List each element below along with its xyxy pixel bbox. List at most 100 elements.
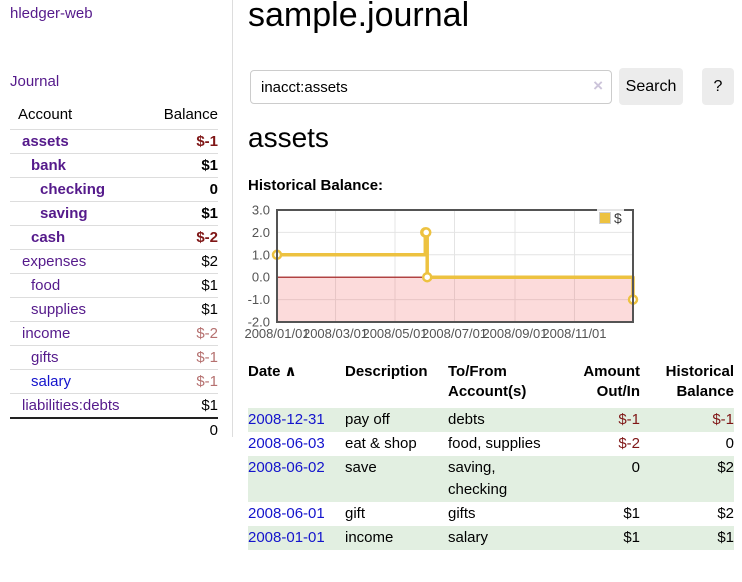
account-link[interactable]: bank [31, 157, 67, 174]
register-accounts: gifts [448, 505, 476, 522]
account-row: assets $-1 [10, 129, 218, 154]
account-balance: $1 [149, 273, 218, 298]
account-link[interactable]: expenses [22, 253, 87, 270]
account-balance: $-2 [149, 225, 218, 250]
register-amount: $1 [623, 505, 640, 522]
account-balance: $1 [149, 393, 218, 418]
register-header-row: Date ∧ Description To/From Account(s) Amo… [248, 356, 734, 408]
account-link[interactable]: checking [40, 181, 106, 198]
search-input[interactable] [250, 70, 612, 104]
register-amount: 0 [560, 456, 640, 502]
account-balance: $1 [149, 153, 218, 178]
accounts-total-balance: 0 [149, 417, 218, 442]
sidebar: hledger-web Journal Account Balance asse… [0, 0, 233, 442]
account-link[interactable]: food [31, 277, 61, 294]
register-balance: $2 [640, 456, 734, 502]
y-axis-tick-label: 2.0 [252, 225, 270, 240]
search-button[interactable]: Search [619, 68, 683, 105]
account-row: liabilities:debts $1 [10, 393, 218, 418]
y-axis-tick-label: -2.0 [248, 315, 270, 330]
account-balance: $-2 [149, 321, 218, 346]
register-row: 2008-01-01 income salary $1 $1 [248, 526, 734, 550]
register-header-accounts[interactable]: To/From Account(s) [448, 363, 527, 400]
accounts-table: Account Balance assets $-1 bank $1 checking 0… [10, 103, 218, 442]
register-table: Date ∧ Description To/From Account(s) Amo… [248, 356, 734, 550]
register-date-link[interactable]: 2008-06-03 [248, 435, 325, 452]
account-balance: $-1 [149, 129, 218, 154]
chart-canvas: 3.0 2.0 1.0 0.0 -1.0 -2.02008/01/012008/03/01… [244, 203, 639, 341]
accounts-header-account: Account [18, 106, 73, 123]
account-link[interactable]: cash [31, 229, 66, 246]
register-header-amount[interactable]: Amount Out/In [583, 363, 640, 400]
account-balance: 0 [149, 177, 218, 202]
y-axis-tick-label: 1.0 [252, 247, 270, 262]
historical-balance-chart: 3.0 2.0 1.0 0.0 -1.0 -2.0 2008/01/01 2008/03/01… [244, 202, 742, 344]
account-link[interactable]: supplies [31, 301, 87, 318]
account-balance: $2 [149, 249, 218, 274]
register-header-description[interactable]: Description [345, 363, 428, 380]
register-balance: $1 [640, 526, 734, 550]
account-link[interactable]: gifts [31, 349, 59, 366]
register-date-link[interactable]: 2008-01-01 [248, 529, 325, 546]
x-axis-tick-label: 2008/03/01 [303, 326, 368, 341]
register-row: 2008-12-31 pay off debts $-1 $-1 [248, 408, 734, 432]
register-amount: $1 [560, 526, 640, 550]
sort-ascending-icon: ∧ [284, 363, 297, 380]
x-axis-tick-label: 2008/07/01 [422, 326, 487, 341]
account-row: income $-2 [10, 321, 218, 346]
register-row: 2008-06-03 eat & shop food, supplies $-2 0 [248, 432, 734, 456]
data-point-marker [421, 271, 433, 283]
search-form: × Search ? [248, 68, 742, 106]
sidebar-item-journal[interactable]: Journal [10, 73, 60, 90]
register-date-link[interactable]: 2008-12-31 [248, 411, 325, 428]
accounts-total-row: 0 [10, 417, 218, 442]
register-accounts: debts [448, 408, 560, 432]
account-balance: $1 [149, 297, 218, 322]
account-row: food $1 [10, 273, 218, 298]
register-balance: $-1 [640, 408, 734, 432]
register-description: income [345, 526, 448, 550]
y-axis-tick-label: -1.0 [248, 292, 270, 307]
register-accounts: food, supplies [448, 435, 541, 452]
x-axis-tick-label: 2008/01/01 [244, 326, 309, 341]
register-accounts: saving, checking [448, 456, 560, 502]
register-description: save [345, 456, 448, 502]
x-axis-tick-label: 2008/11/01 [542, 326, 606, 341]
account-heading: assets [248, 122, 329, 153]
register-row: 2008-06-02 save saving, checking 0 $2 [248, 456, 734, 502]
account-row: bank $1 [10, 153, 218, 178]
register-description: eat & shop [345, 435, 417, 452]
account-row: salary $-1 [10, 369, 218, 394]
y-axis-tick-label: 0.0 [252, 270, 270, 285]
y-axis-tick-label: 3.0 [252, 203, 270, 218]
account-link[interactable]: saving [40, 205, 88, 222]
data-point-marker [420, 227, 432, 238]
account-link[interactable]: salary [31, 373, 72, 390]
register-date-link[interactable]: 2008-06-01 [248, 505, 325, 522]
clear-search-icon[interactable]: × [593, 76, 603, 95]
register-description: pay off [345, 408, 448, 432]
register-header-date[interactable]: Date ∧ [248, 363, 297, 380]
accounts-header-row: Account Balance [10, 103, 218, 130]
register-amount: $-1 [560, 408, 640, 432]
account-row: expenses $2 [10, 249, 218, 274]
register-balance: 0 [725, 435, 734, 452]
x-axis-tick-label: 2008/09/01 [482, 326, 547, 341]
account-row: saving $1 [10, 201, 218, 226]
account-balance: $-1 [149, 345, 218, 370]
x-axis-tick-label: 2008/05/01 [362, 326, 427, 341]
register-date-link[interactable]: 2008-06-02 [248, 459, 325, 476]
register-row: 2008-06-01 gift gifts $1 $2 [248, 502, 734, 526]
account-link[interactable]: liabilities:debts [22, 397, 120, 414]
account-link[interactable]: income [22, 325, 71, 342]
app-brand-link[interactable]: hledger-web [10, 5, 93, 22]
account-row: cash $-2 [10, 225, 218, 250]
register-description: gift [345, 505, 366, 522]
register-accounts: salary [448, 526, 560, 550]
register-header-balance[interactable]: Historical Balance [665, 363, 734, 400]
account-balance: $-1 [149, 369, 218, 394]
help-button[interactable]: ? [702, 68, 734, 105]
legend-swatch-icon [599, 212, 611, 224]
register-amount: $-2 [618, 435, 640, 452]
account-link[interactable]: assets [22, 133, 69, 150]
